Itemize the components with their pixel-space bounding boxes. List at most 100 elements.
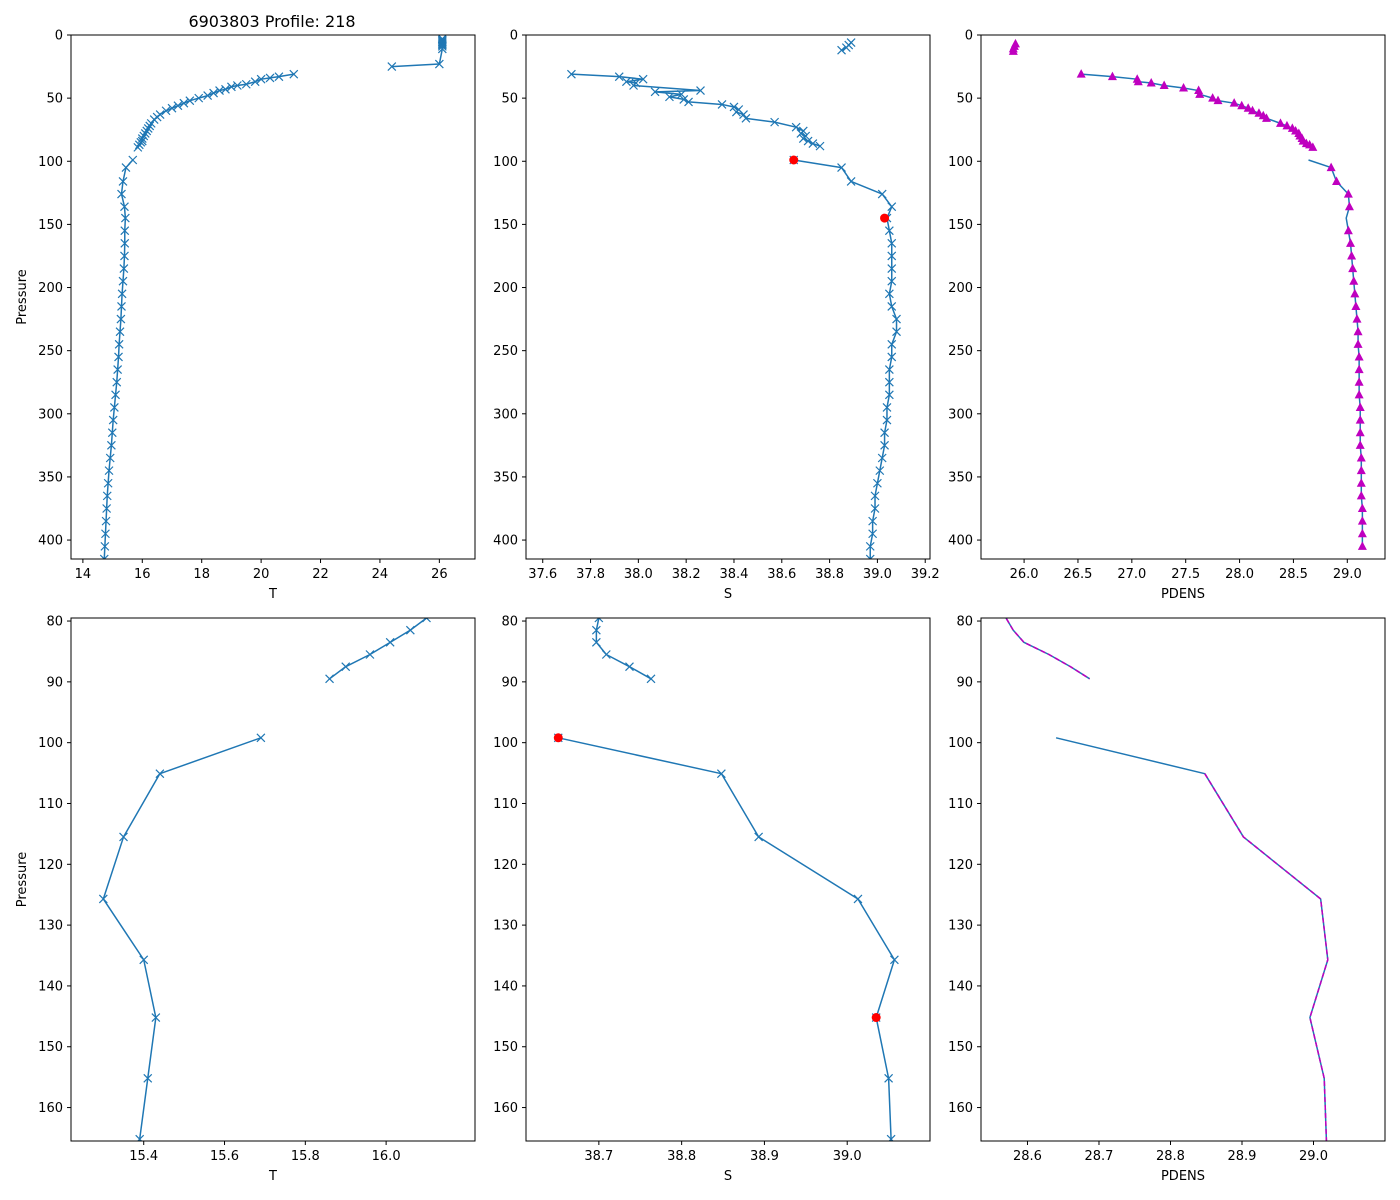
temperature-profile-full-t-point (112, 377, 122, 387)
salinity-profile-zoom-s-point (594, 618, 604, 623)
temperature-profile-full-plot-area (99, 35, 447, 559)
density-profile-full-x-tick-label: 28.5 (1279, 567, 1308, 582)
salinity-profile-full-s-point (815, 141, 825, 151)
salinity-profile-full-s-point (684, 97, 693, 107)
temperature-profile-zoom-t-point (325, 674, 334, 684)
salinity-profile-zoom-s-line-0 (595, 618, 652, 680)
density-profile-zoom-y-tick-label: 100 (948, 736, 973, 751)
salinity-profile-zoom-y-tick-label: 100 (493, 736, 518, 751)
salinity-profile-zoom-y-tick-label: 80 (501, 615, 518, 630)
density-profile-full-pdens-markers-point (1229, 98, 1239, 107)
temperature-profile-zoom-t-point (256, 733, 266, 743)
density-profile-full-pdens-markers-point (1343, 225, 1353, 235)
temperature-profile-zoom-x-tick-label: 15.4 (129, 1149, 158, 1164)
density-profile-full-y-tick-label: 400 (948, 534, 973, 549)
density-profile-zoom-pdens-dashed-overlay-line-1 (1204, 773, 1329, 1141)
density-profile-full-pdens-markers-point (1326, 162, 1336, 172)
temperature-profile-zoom-x-label: T (268, 1169, 277, 1184)
salinity-profile-full-s-point (837, 45, 846, 55)
density-profile-full-x-tick-label: 26.0 (1010, 567, 1039, 582)
salinity-profile-full-s-point (638, 74, 648, 84)
density-profile-full-pdens-markers-point (1352, 314, 1362, 323)
density-profile-full-pdens-markers-point (1356, 452, 1366, 462)
temperature-profile-full-t-point (167, 103, 177, 113)
density-profile-full-pdens-markers-point (1213, 95, 1223, 105)
temperature-profile-full-y-tick-label: 250 (38, 344, 63, 359)
density-profile-full-pdens-markers-point (1179, 83, 1189, 92)
salinity-profile-full-x-tick-label: 38.2 (672, 567, 701, 582)
temperature-profile-full-t-point (118, 177, 128, 186)
salinity-profile-full-y-tick-label: 250 (493, 344, 518, 359)
temperature-profile-zoom-y-tick-label: 100 (38, 736, 63, 751)
temperature-profile-full-t-point (173, 101, 183, 111)
density-profile-zoom-y-tick-label: 120 (948, 858, 973, 873)
density-profile-full-y-tick-label: 100 (948, 155, 973, 170)
salinity-profile-full-s-point (875, 466, 885, 476)
temperature-profile-zoom-y-label: Pressure (15, 852, 30, 908)
density-profile-full-y-tick-label: 150 (948, 218, 973, 233)
salinity-profile-full-s-point (884, 390, 894, 400)
temperature-profile-full-t-point (241, 79, 251, 89)
salinity-profile-full-s-point (868, 516, 878, 526)
temperature-profile-full-t-point (226, 82, 236, 92)
salinity-profile-full-s-point (614, 72, 624, 82)
density-profile-full-pdens-markers-point (1355, 415, 1365, 424)
salinity-profile-zoom-x-label: S (724, 1169, 732, 1184)
density-profile-full-x-tick-label: 27.5 (1171, 567, 1200, 582)
salinity-profile-full-s-point (841, 43, 851, 53)
temperature-profile-full-t-point (117, 189, 126, 199)
salinity-profile-full-s-point (884, 377, 894, 387)
density-profile-full-pdens-markers-point (1349, 276, 1359, 285)
temperature-profile-zoom-t-point (422, 618, 431, 623)
temperature-profile-full-axes-frame (70, 34, 476, 560)
temperature-profile-full-t-point (121, 163, 131, 173)
density-profile-full-y-tick-label: 300 (948, 407, 973, 422)
salinity-profile-full-s-point (798, 134, 808, 143)
density-profile-zoom-pdens-dashed-overlay-line-0 (1005, 618, 1091, 680)
temperature-profile-full-t-point (139, 131, 149, 141)
temperature-profile-full-x-tick-label: 18 (193, 567, 210, 582)
salinity-profile-zoom-s-point (601, 650, 611, 659)
salinity-profile-full-x-tick-label: 39.2 (911, 567, 940, 582)
density-profile-full-pdens-markers-point (1146, 77, 1156, 87)
temperature-profile-full-t-point (161, 106, 171, 116)
temperature-profile-zoom-t-point (341, 662, 351, 672)
temperature-profile-zoom-t-point (405, 625, 415, 635)
salinity-profile-zoom-x-tick-label: 38.7 (584, 1149, 613, 1164)
temperature-profile-full-t-point (146, 118, 156, 128)
salinity-profile-full-x-tick-label: 38.8 (815, 567, 844, 582)
density-profile-zoom-x-tick-label: 28.7 (1085, 1149, 1114, 1164)
figure-title: 6903803 Profile: 218 (188, 12, 355, 31)
salinity-profile-zoom-x-tick-label: 38.9 (750, 1149, 779, 1164)
temperature-profile-full-t-point (145, 121, 155, 131)
salinity-profile-zoom-s-point (884, 1073, 894, 1083)
temperature-profile-full-t-point (118, 276, 128, 286)
temperature-profile-zoom-y-tick-label: 150 (38, 1040, 63, 1055)
salinity-profile-full-s-point (887, 202, 897, 212)
salinity-profile-full-s-point (884, 289, 894, 299)
density-profile-zoom-y-tick-label: 130 (948, 919, 973, 934)
density-profile-full-pdens-markers-point (1347, 250, 1357, 260)
salinity-profile-zoom-y-tick-label: 160 (493, 1101, 518, 1116)
salinity-profile-full-s-point (846, 177, 856, 186)
salinity-profile-full-x-tick-label: 38.4 (719, 567, 748, 582)
salinity-profile-zoom-panel: 38.7 38.8 38.9 39.0 80 90 100 110 120 130 140 150 16… (493, 615, 931, 1184)
salinity-profile-full-s-point (884, 365, 894, 375)
density-profile-zoom-axes-frame (980, 617, 1386, 1142)
density-profile-full-pdens-markers-point (1237, 100, 1247, 110)
temperature-profile-full-t-point (209, 88, 219, 98)
density-profile-zoom-y-tick-label: 110 (948, 797, 973, 812)
salinity-profile-full-x-label: S (724, 587, 732, 602)
salinity-profile-full-s-point (868, 529, 878, 539)
temperature-profile-full-x-tick-label: 22 (312, 567, 329, 582)
salinity-profile-full-s-point (803, 136, 813, 146)
density-profile-full-x-label: PDENS (1161, 587, 1205, 602)
salinity-profile-zoom-s-point (591, 625, 601, 635)
density-profile-full-pdens-markers-point (1346, 238, 1356, 247)
temperature-profile-full-t-point (274, 72, 284, 82)
salinity-profile-full-s-point (621, 77, 631, 87)
temperature-profile-full-y-tick-label: 50 (46, 92, 63, 107)
density-profile-zoom-plot-area (1005, 618, 1329, 1141)
temperature-profile-full-t-point (142, 126, 152, 136)
